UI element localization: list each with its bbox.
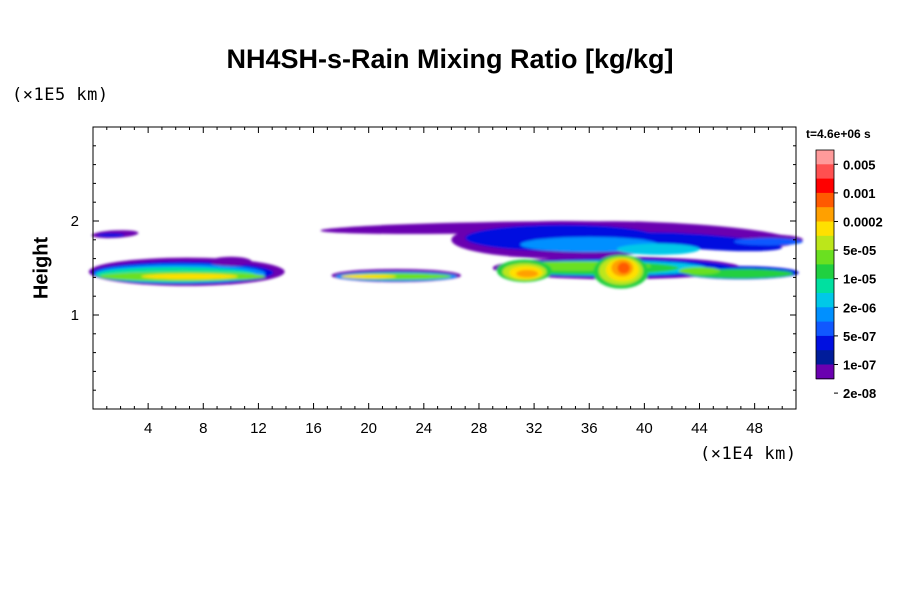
contour-field	[88, 221, 803, 289]
colorbar-swatch	[816, 150, 834, 165]
colorbar-swatch	[816, 235, 834, 251]
colorbar-swatch	[816, 164, 834, 180]
x-tick-label: 8	[199, 420, 207, 437]
colorbar-label: 0.005	[843, 157, 876, 172]
colorbar-swatch	[816, 350, 834, 365]
colorbar-swatch	[816, 293, 834, 308]
chart-title: NH4SH-s-Rain Mixing Ratio [kg/kg]	[226, 44, 674, 74]
field-upper-band-cyan-2	[616, 243, 700, 255]
x-tick-label: 4	[144, 420, 152, 437]
field-upper-band-blue-3	[733, 237, 803, 246]
x-tick-label: 20	[360, 420, 377, 437]
colorbar-swatch	[816, 250, 834, 265]
x-tick-label: 48	[746, 420, 763, 437]
field-west-low-yellow	[141, 273, 238, 280]
field-core38-red	[617, 262, 630, 274]
colorbar-frame	[815, 149, 835, 380]
colorbar-swatch	[816, 278, 834, 294]
y-tick-label: 2	[71, 213, 79, 230]
colorbar-label: 2e-06	[843, 300, 876, 315]
field-west-bump	[210, 256, 252, 267]
y-axis-unit: (×1E5 km)	[12, 85, 109, 105]
x-tick-label: 44	[691, 420, 708, 437]
colorbar-swatch	[816, 364, 834, 380]
colorbar: 0.005 0.001 0.0002 5e-05 1e-05 2e-06 5e-07 1e-0…	[815, 149, 883, 401]
colorbar-swatch	[816, 264, 834, 280]
colorbar-label: 1e-07	[843, 358, 876, 373]
field-east-far-lime	[678, 267, 721, 275]
colorbar-label: 5e-07	[843, 329, 876, 344]
x-axis-unit: (×1E4 km)	[700, 444, 797, 464]
colorbar-label: 0.0002	[843, 215, 883, 230]
x-tick-label: 28	[471, 420, 488, 437]
colorbar-label: 5e-05	[843, 243, 876, 258]
y-tick-label: 1	[71, 307, 79, 324]
x-tick-label: 16	[305, 420, 322, 437]
x-tick-label: 32	[526, 420, 543, 437]
colorbar-swatch	[816, 321, 834, 337]
plot-frame	[92, 126, 797, 410]
colorbar-label: 1e-05	[843, 272, 876, 287]
colorbar-swatch	[816, 207, 834, 222]
colorbar-swatch	[816, 178, 834, 194]
x-tick-label: 24	[415, 420, 432, 437]
time-label: t=4.6e+06 s	[806, 127, 871, 141]
colorbar-swatch	[816, 192, 834, 208]
colorbar-label: 0.001	[843, 186, 876, 201]
field-upper-band-blue-2	[617, 232, 783, 252]
colorbar-swatch	[816, 335, 834, 351]
field-central-low-yellow	[341, 274, 397, 279]
x-tick-label: 36	[581, 420, 598, 437]
colorbar-label: 2e-08	[843, 386, 876, 401]
x-tick-label: 12	[250, 420, 267, 437]
field-high-west-inner	[97, 233, 125, 237]
colorbar-swatch	[816, 307, 834, 323]
field-core32-orange	[516, 269, 539, 278]
colorbar-swatch	[816, 221, 834, 237]
x-tick-label: 40	[636, 420, 653, 437]
